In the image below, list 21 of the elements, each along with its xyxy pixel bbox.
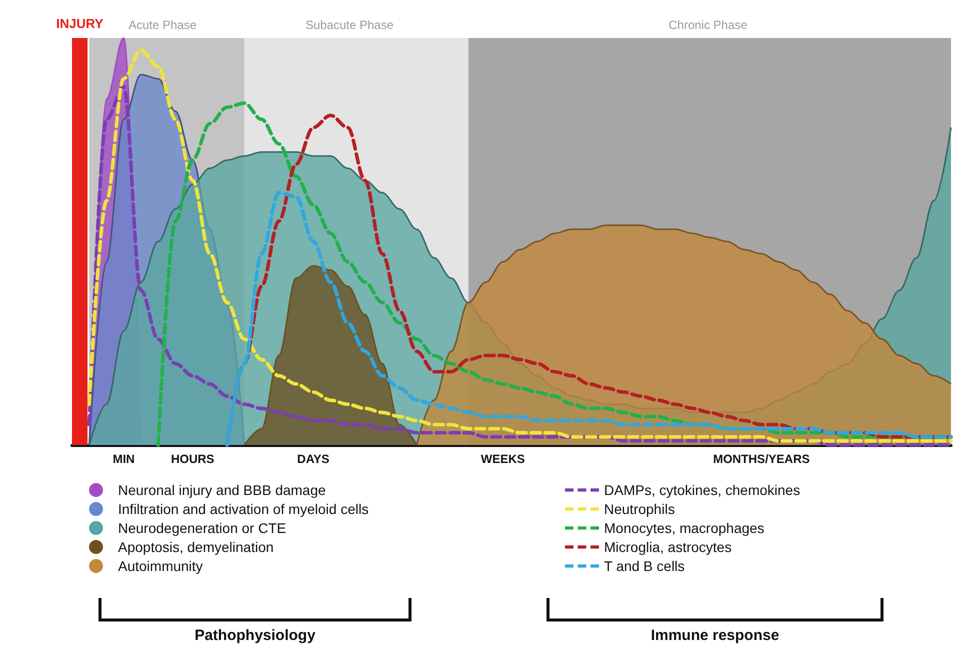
x-tick-label: HOURS [170, 452, 214, 466]
x-tick-label: DAYS [297, 452, 330, 466]
legend-label: Infiltration and activation of myeloid cells [118, 501, 369, 517]
text: Chronic Phase [668, 18, 748, 32]
legend-label: Monocytes, macrophages [604, 520, 764, 536]
text: INJURY [56, 16, 104, 31]
text: Subacute Phase [305, 18, 394, 32]
legend-label: Microglia, astrocytes [604, 539, 732, 555]
text: Pathophysiology [194, 627, 316, 644]
legend-label: Neutrophils [604, 501, 675, 517]
legend-label: Autoimmunity [118, 558, 203, 574]
legend-label: DAMPs, cytokines, chemokines [604, 482, 800, 498]
x-tick-label: MIN [112, 452, 135, 466]
x-tick-label: MONTHS/YEARS [713, 452, 810, 466]
legend-label: Neurodegeneration or CTE [118, 520, 286, 536]
legend-label: T and B cells [604, 558, 685, 574]
legend-label: Apoptosis, demyelination [118, 539, 274, 555]
x-tick-label: WEEKS [480, 452, 525, 466]
legend-label: Neuronal injury and BBB damage [118, 482, 326, 498]
text: Immune response [650, 627, 780, 644]
text: Acute Phase [128, 18, 197, 32]
